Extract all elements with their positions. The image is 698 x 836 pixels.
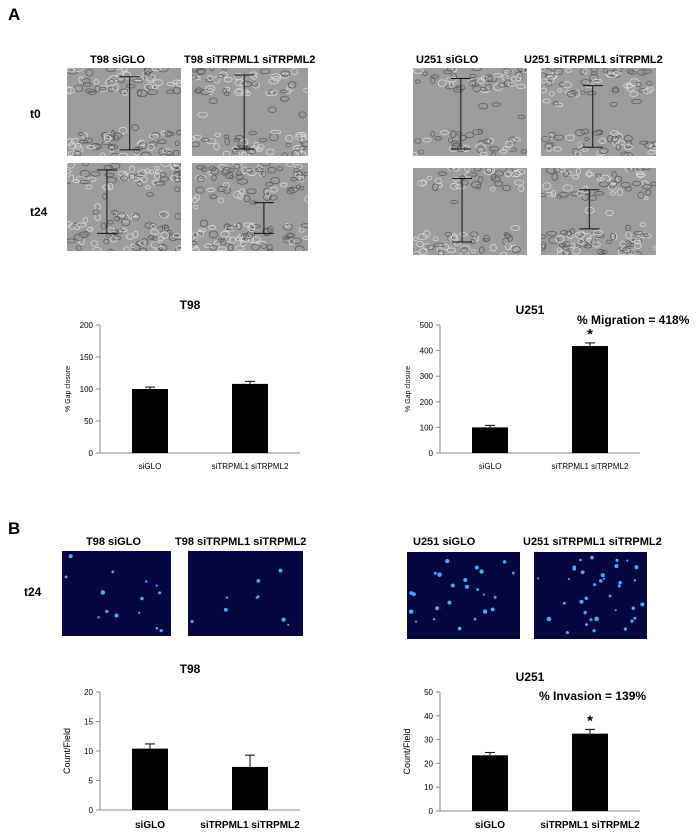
bar [132,389,168,453]
micrograph-texture [192,68,308,156]
chart-title: U251 [515,303,545,317]
fluor-t98-siglo [62,551,171,636]
b-u251-siglo-title: U251 siGLO [413,536,476,548]
y-tick-label: 100 [420,423,434,432]
category-label: siTRPML1 siTRPML2 [540,820,640,831]
fluor-t98-knockdown [188,551,303,636]
y-axis-label: Count/Field [402,728,412,774]
y-tick-label: 10 [84,747,93,756]
micrograph-u251-knockdown-t0 [541,68,656,156]
micrograph-texture [413,168,527,255]
b-t98-knockdown-title: T98 siTRPML1 siTRPML2 [175,536,307,548]
bar [472,755,508,811]
y-tick-label: 200 [80,321,94,330]
micrograph-u251-siglo-t0 [413,68,527,156]
category-label: siTRPML1 siTRPML2 [212,462,289,471]
y-tick-label: 5 [89,777,94,786]
chart-u251-invasion: U251 0 10 20 30 40 50 Count/Field siGLO * siTRPML… [380,658,640,833]
b-u251-knockdown-title: U251 siTRPML1 siTRPML2 [523,536,662,548]
bar [472,427,508,453]
a-t98-siglo-title: T98 siGLO [90,54,146,66]
category-label: siGLO [479,462,502,471]
micrograph-t98-knockdown-t24 [192,163,308,251]
b-row-label-t24: t24 [24,585,42,599]
micrograph-t98-siglo-t0 [67,68,181,156]
micrograph-texture [67,163,181,251]
micrograph-texture [413,68,527,156]
y-tick-label: 0 [429,449,434,458]
y-tick-label: 100 [80,385,94,394]
y-tick-label: 0 [89,806,94,815]
y-axis-label: % Gap closure [65,366,72,412]
bar [572,345,608,453]
a-row-label-t24: t24 [30,205,48,219]
bar-chart-svg: 0 5 10 15 20 Count/Field siGLO siTRPML1 siTRPML… [62,688,300,831]
fluorescence-texture [188,551,303,636]
micrograph-texture [192,163,308,251]
y-tick-label: 300 [420,372,434,381]
y-tick-label: 0 [89,449,94,458]
bar-chart-svg: 0 50 100 150 200 % Gap closure siGLO siTRPML1 s… [65,321,300,471]
migration-annotation: % Migration = 418% [577,313,690,327]
micrograph-u251-knockdown-t24 [541,168,656,255]
y-tick-label: 15 [84,718,93,727]
chart-title: U251 [515,670,545,684]
micrograph-texture [67,68,181,156]
y-axis-label: % Gap closure [405,366,412,412]
invasion-annotation: % Invasion = 139% [539,689,647,703]
category-label: siTRPML1 siTRPML2 [552,462,629,471]
category-label: siGLO [135,820,165,831]
category-label: siGLO [475,820,505,831]
bar-chart-svg: 0 10 20 30 40 50 Count/Field siGLO * siTRPML1 siT… [402,688,640,831]
y-axis-label: Count/Field [62,728,72,774]
category-label: siGLO [139,462,162,471]
fluorescence-texture [534,552,647,639]
bar [132,748,168,810]
y-tick-label: 20 [424,759,433,768]
y-tick-label: 0 [429,807,434,816]
y-tick-label: 30 [424,736,433,745]
a-row-label-t0: t0 [30,107,41,121]
micrograph-t98-siglo-t24 [67,163,181,251]
y-tick-label: 500 [420,321,434,330]
b-t98-siglo-title: T98 siGLO [86,536,142,548]
y-tick-label: 40 [424,712,433,721]
y-tick-label: 10 [424,783,433,792]
micrograph-u251-siglo-t24 [413,168,527,255]
bar [232,766,268,810]
category-label: siTRPML1 siTRPML2 [200,820,300,831]
chart-t98-migration: T98 0 50 100 150 200 % Gap closure siGLO siTRPM… [40,295,300,475]
a-u251-siglo-title: U251 siGLO [416,54,479,66]
chart-u251-migration: U251 0 100 200 300 400 500 % Gap closure siGLO *… [380,295,640,475]
bar-chart-svg: 0 100 200 300 400 500 % Gap closure siGLO * siTRP… [405,321,640,471]
fluor-u251-siglo [407,552,520,639]
bar [232,383,268,453]
significance-marker: * [587,326,593,343]
y-tick-label: 400 [420,347,434,356]
significance-marker: * [587,712,593,729]
chart-title: T98 [179,662,201,676]
micrograph-texture [541,168,656,255]
y-tick-label: 200 [420,398,434,407]
y-tick-label: 50 [424,688,433,697]
panel-b-label: B [8,519,21,538]
y-tick-label: 150 [80,353,94,362]
fluorescence-texture [407,552,520,639]
micrograph-t98-knockdown-t0 [192,68,308,156]
y-tick-label: 50 [84,417,93,426]
panel-a-label: A [8,5,21,24]
fluor-u251-knockdown [534,552,647,639]
fluorescence-texture [62,551,171,636]
bar [572,733,608,811]
a-u251-knockdown-title: U251 siTRPML1 siTRPML2 [524,54,663,66]
micrograph-texture [541,68,656,156]
a-t98-knockdown-title: T98 siTRPML1 siTRPML2 [184,54,316,66]
chart-t98-invasion: T98 0 5 10 15 20 Count/Field siGLO siTRPML1 siT… [40,658,300,833]
y-tick-label: 20 [84,688,93,697]
chart-title: T98 [179,298,201,312]
